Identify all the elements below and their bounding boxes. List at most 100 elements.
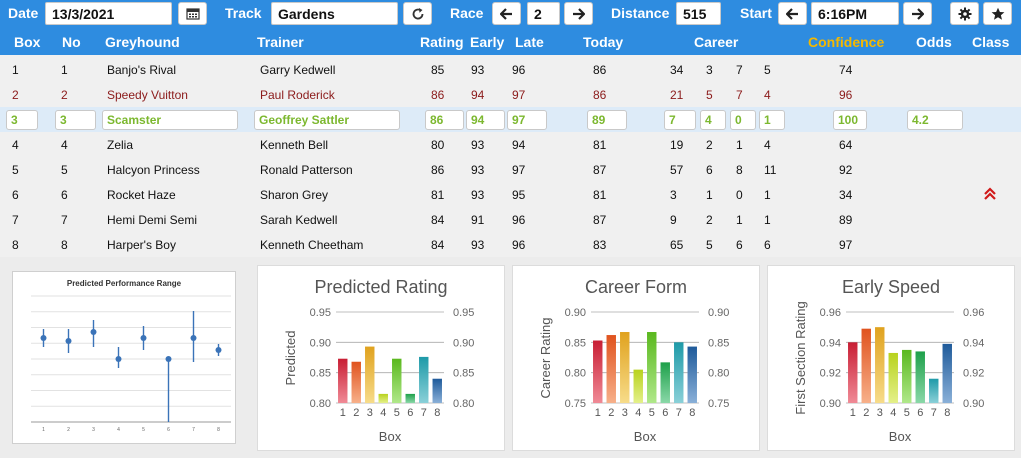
table-row[interactable]: 7 7 Hemi Demi Semi Sarah Kedwell 84 91 9… — [0, 207, 1021, 232]
cell-confidence[interactable]: 100 — [833, 110, 867, 130]
x-tick-label: 5 — [394, 407, 400, 419]
cell-box[interactable]: 3 — [6, 110, 38, 130]
col-early[interactable]: Early — [470, 34, 505, 50]
cell-career-starts: 34 — [670, 63, 684, 77]
col-odds[interactable]: Odds — [916, 34, 952, 50]
col-rating[interactable]: Rating — [420, 34, 464, 50]
y-tick-label-left: 0.96 — [820, 307, 841, 319]
cell-box: 5 — [12, 163, 19, 177]
cell-trainer[interactable]: Geoffrey Sattler — [254, 110, 400, 130]
cell-career-starts: 21 — [670, 88, 684, 102]
cell-late: 96 — [512, 213, 526, 227]
table-row[interactable]: 2 2 Speedy Vuitton Paul Roderick 86 94 9… — [0, 82, 1021, 107]
predicted-rating-card: Predicted Rating 0.80 0.80 0.85 0.85 0.90 0.90… — [257, 265, 505, 451]
bar-box-6 — [915, 351, 925, 403]
cell-confidence: 89 — [839, 213, 853, 227]
x-tick-label: 1 — [850, 407, 856, 419]
table-row[interactable]: 6 6 Rocket Haze Sharon Grey 81 93 95 81 … — [0, 182, 1021, 207]
x-tick-label: 8 — [217, 427, 220, 433]
distance-field[interactable]: 515 — [676, 2, 721, 25]
refresh-button[interactable] — [403, 2, 432, 25]
race-field[interactable]: 2 — [527, 2, 560, 25]
bar-box-8 — [687, 346, 697, 403]
x-tick-label: 6 — [917, 407, 923, 419]
col-no[interactable]: No — [62, 34, 81, 50]
race-next-button[interactable] — [564, 2, 593, 25]
col-late[interactable]: Late — [515, 34, 544, 50]
cell-career-starts: 3 — [670, 188, 677, 202]
x-tick-label: 4 — [635, 407, 641, 419]
y-tick-label-left: 0.75 — [565, 398, 586, 410]
cell-career-thirds: 6 — [764, 238, 771, 252]
cell-early: 93 — [471, 238, 485, 252]
x-tick-label: 7 — [931, 407, 937, 419]
cell-box: 4 — [12, 138, 19, 152]
x-tick-label: 3 — [92, 427, 95, 433]
col-trainer[interactable]: Trainer — [257, 34, 304, 50]
x-axis-label: Box — [379, 429, 402, 444]
y-tick-label-left: 0.80 — [310, 398, 331, 410]
bar-box-5 — [902, 349, 912, 403]
cell-early[interactable]: 94 — [466, 110, 505, 130]
cell-career-seconds[interactable]: 0 — [730, 110, 756, 130]
start-next-button[interactable] — [903, 2, 932, 25]
cell-odds[interactable]: 4.2 — [907, 110, 963, 130]
cell-no[interactable]: 3 — [55, 110, 96, 130]
cell-rating[interactable]: 86 — [425, 110, 464, 130]
cell-trainer: Sharon Grey — [260, 188, 329, 202]
col-confidence[interactable]: Confidence — [808, 34, 885, 50]
cell-greyhound: Zelia — [107, 138, 134, 152]
x-tick-label: 2 — [67, 427, 70, 433]
race-label: Race — [450, 5, 484, 21]
settings-button[interactable] — [950, 2, 979, 25]
cell-rating: 86 — [431, 163, 445, 177]
cell-career-wins[interactable]: 4 — [700, 110, 726, 130]
y-tick-label-right: 0.90 — [453, 337, 474, 349]
cell-late[interactable]: 97 — [507, 110, 547, 130]
cell-career-seconds: 8 — [736, 163, 743, 177]
cell-career-starts[interactable]: 7 — [664, 110, 696, 130]
toolbar: Date 13/3/2021 Track Gardens Race 2 Dist… — [0, 0, 1021, 27]
cell-no: 5 — [61, 163, 68, 177]
range-point-1 — [40, 335, 47, 341]
calendar-button[interactable] — [178, 2, 207, 25]
cell-confidence: 92 — [839, 163, 853, 177]
cell-career-seconds: 1 — [736, 138, 743, 152]
x-tick-label: 7 — [676, 407, 682, 419]
start-field[interactable]: 6:16PM — [811, 2, 899, 25]
cell-early: 94 — [471, 88, 485, 102]
start-prev-button[interactable] — [778, 2, 807, 25]
cell-late: 96 — [512, 238, 526, 252]
early-speed-card: Early Speed 0.90 0.90 0.92 0.92 0.94 0.94 0.96 0… — [767, 265, 1015, 451]
table-row[interactable]: 4 4 Zelia Kenneth Bell 80 93 94 81 19 2 … — [0, 132, 1021, 157]
table-row[interactable]: 1 1 Banjo's Rival Garry Kedwell 85 93 96… — [0, 57, 1021, 82]
arrow-right-icon — [573, 7, 585, 20]
cell-confidence: 64 — [839, 138, 853, 152]
col-box[interactable]: Box — [14, 34, 41, 50]
col-today[interactable]: Today — [583, 34, 624, 50]
table-row[interactable]: 8 8 Harper's Boy Kenneth Cheetham 84 93 … — [0, 232, 1021, 257]
col-greyhound[interactable]: Greyhound — [105, 34, 180, 50]
race-prev-button[interactable] — [492, 2, 521, 25]
cell-box: 1 — [12, 63, 19, 77]
cell-greyhound[interactable]: Scamster — [102, 110, 238, 130]
table-row-selected[interactable]: 3 3 Scamster Geoffrey Sattler 86 94 97 8… — [0, 107, 1021, 132]
bar-box-3 — [620, 332, 630, 403]
col-career[interactable]: Career — [694, 34, 739, 50]
cell-today: 81 — [593, 138, 607, 152]
cell-career-thirds: 4 — [764, 88, 771, 102]
bar-box-4 — [633, 369, 643, 403]
cell-career-thirds[interactable]: 1 — [759, 110, 785, 130]
arrow-right-icon — [912, 7, 924, 20]
cell-late: 97 — [512, 163, 526, 177]
cell-today[interactable]: 89 — [587, 110, 627, 130]
cell-late: 95 — [512, 188, 526, 202]
track-field[interactable]: Gardens — [271, 2, 398, 25]
table-row[interactable]: 5 5 Halcyon Princess Ronald Patterson 86… — [0, 157, 1021, 182]
cell-rating: 85 — [431, 63, 445, 77]
date-field[interactable]: 13/3/2021 — [45, 2, 172, 25]
col-class[interactable]: Class — [972, 34, 1010, 50]
range-point-2 — [65, 338, 72, 344]
favorite-button[interactable] — [983, 2, 1012, 25]
range-point-4 — [115, 356, 122, 362]
